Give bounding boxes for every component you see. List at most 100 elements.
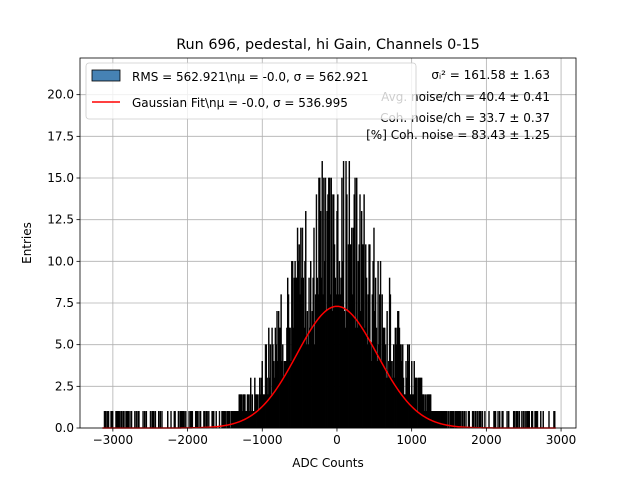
histogram-bar (138, 411, 140, 429)
histogram-bar (159, 411, 162, 429)
histogram-bar (127, 411, 130, 429)
annotation-sigma-sq: σᵢ² = 161.58 ± 1.63 (431, 68, 550, 82)
histogram-bar (174, 411, 176, 429)
histogram-bar (124, 411, 126, 429)
y-tick-label: 12.5 (47, 213, 74, 227)
histogram-bar (111, 411, 114, 429)
histogram-bar (459, 411, 461, 429)
annotation-avg-noise: Avg. noise/ch = 40.4 ± 0.41 (381, 90, 550, 104)
histogram-bar (188, 411, 190, 429)
y-tick-label: 17.5 (47, 129, 74, 143)
histogram-bar (513, 411, 516, 429)
histogram-bar (502, 411, 504, 429)
plot-frame (79, 57, 577, 429)
x-axis-ticks: −3000 −2000 −1000 0 1000 2000 3000 (93, 428, 577, 447)
histogram-bar (149, 411, 152, 429)
histogram-bar (465, 411, 467, 429)
y-tick-label: 15.0 (47, 171, 74, 185)
histogram-bar (153, 411, 155, 429)
histogram-bar (145, 411, 148, 429)
histogram-bar (203, 411, 206, 429)
histogram-bar (170, 411, 172, 429)
histogram-bar (488, 411, 490, 429)
histogram-bar (142, 411, 144, 429)
histogram-bar (518, 411, 521, 429)
histogram-bar (536, 411, 539, 429)
histogram-bar (167, 411, 169, 429)
histogram-bar (462, 411, 464, 429)
histogram-bar (480, 411, 482, 429)
histogram-bar (154, 411, 157, 429)
histogram-bar (107, 411, 110, 429)
legend-histogram-label: RMS = 562.921\nμ = -0.0, σ = 562.921 (132, 70, 369, 84)
histogram-bar (213, 411, 215, 429)
y-tick-label: 5.0 (55, 338, 74, 352)
histogram-bar (157, 411, 160, 429)
x-axis-label: ADC Counts (292, 456, 364, 470)
y-tick-label: 20.0 (47, 88, 74, 102)
histogram-bar (475, 411, 477, 429)
histogram-bar (196, 411, 199, 429)
y-tick-label: 10.0 (47, 254, 74, 268)
histogram-bar (484, 411, 486, 429)
histogram-bar (129, 411, 131, 429)
histogram-bar (199, 411, 202, 429)
histogram-bar (122, 411, 125, 429)
histogram-bar (185, 411, 187, 429)
histogram-bar (183, 411, 185, 429)
noise-annotations: σᵢ² = 161.58 ± 1.63 Avg. noise/ch = 40.4… (366, 68, 550, 142)
histogram-bar (228, 411, 231, 429)
histogram-bar (472, 411, 475, 429)
annotation-coh-percent: [%] Coh. noise = 83.43 ± 1.25 (366, 128, 550, 142)
histogram-bar (531, 411, 534, 429)
histogram-bar (161, 411, 163, 429)
histogram-bar (206, 411, 208, 429)
legend-histogram-swatch (91, 69, 121, 82)
histogram-bar (121, 411, 123, 429)
x-tick-label: −1000 (242, 433, 283, 447)
legend-box (85, 62, 417, 120)
histogram-bar (540, 411, 542, 429)
histogram-bar (130, 411, 133, 429)
histogram-bar (144, 411, 146, 429)
legend: RMS = 562.921\nμ = -0.0, σ = 562.921 Gau… (85, 62, 417, 120)
histogram-bar (521, 411, 523, 429)
y-tick-label: 0.0 (55, 421, 74, 435)
histogram-bar (135, 411, 138, 429)
histogram-bar (542, 411, 544, 429)
histogram-bar (468, 411, 471, 429)
histogram-bar (463, 411, 466, 429)
legend-fit-label: Gaussian Fit\nμ = -0.0, σ = 536.995 (132, 96, 348, 110)
y-axis-ticks: 0.0 2.5 5.0 7.5 10.0 12.5 15.0 17.5 20.0 (47, 88, 80, 435)
histogram-bar (215, 411, 217, 429)
y-axis-label: Entries (20, 222, 34, 264)
x-tick-label: 0 (333, 433, 341, 447)
histogram-bar (218, 411, 221, 429)
histogram-bar (105, 411, 107, 429)
y-tick-label: 7.5 (55, 296, 74, 310)
histogram-bar (497, 411, 499, 429)
histogram-bar (198, 411, 200, 429)
histogram-bar (508, 411, 510, 429)
annotation-coh-noise: Coh. noise/ch = 33.7 ± 0.37 (380, 111, 550, 125)
histogram-bar (494, 411, 497, 429)
histogram-bar (528, 411, 530, 429)
histogram-bar (498, 411, 501, 429)
x-tick-label: −3000 (93, 433, 134, 447)
histogram-bar (522, 411, 525, 429)
histogram-bar (118, 411, 120, 429)
histogram-bar (191, 411, 194, 429)
x-tick-label: −2000 (167, 433, 208, 447)
x-tick-label: 3000 (546, 433, 577, 447)
histogram-bar (476, 411, 479, 429)
histogram-bar (554, 411, 556, 429)
histogram-bar (517, 411, 519, 429)
histogram-bar (481, 411, 484, 429)
histogram-bar (548, 411, 550, 429)
histogram-bar (524, 411, 526, 429)
y-tick-label: 2.5 (55, 379, 74, 393)
histogram-bar (134, 411, 136, 429)
x-tick-label: 1000 (396, 433, 427, 447)
